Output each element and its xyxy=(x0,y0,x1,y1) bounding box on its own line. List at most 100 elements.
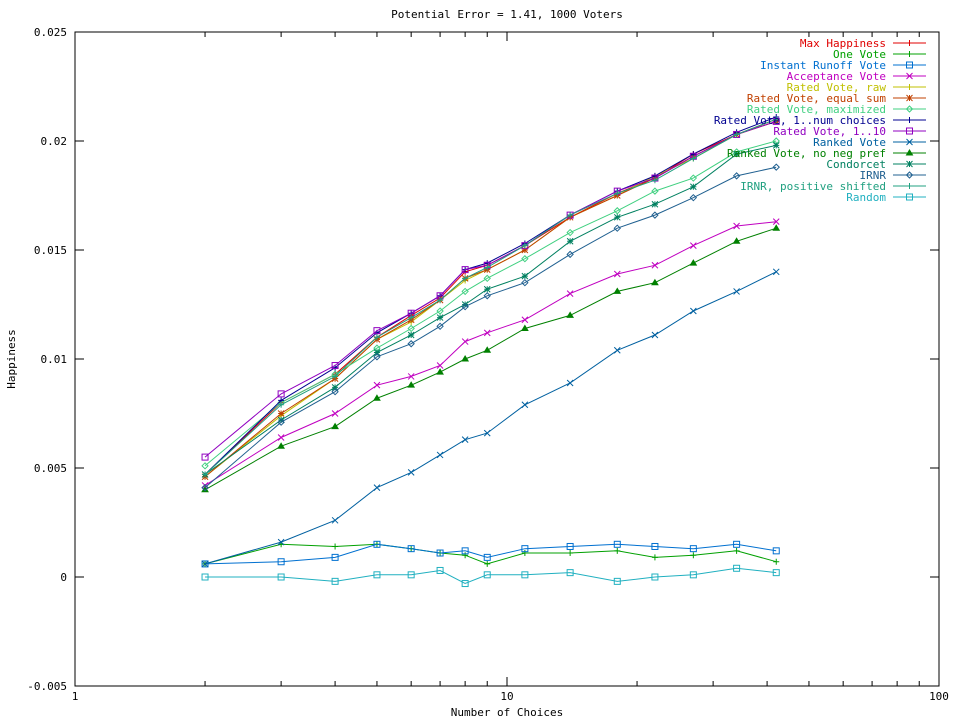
legend-entry: Ranked Vote xyxy=(813,136,926,149)
data-point xyxy=(521,246,529,254)
data-point xyxy=(407,469,415,476)
data-point xyxy=(331,362,339,370)
legend-entry: Acceptance Vote xyxy=(787,70,926,83)
data-point xyxy=(613,207,621,215)
data-point xyxy=(613,224,621,232)
y-tick-label: -0.005 xyxy=(27,680,67,693)
data-point xyxy=(521,571,529,579)
data-point xyxy=(566,379,574,387)
data-point xyxy=(651,177,658,184)
data-point xyxy=(733,131,740,138)
legend-label: IRNR, positive shifted xyxy=(740,180,886,193)
data-point xyxy=(331,553,339,561)
data-point xyxy=(436,451,444,459)
legend-marker xyxy=(906,72,913,80)
legend-label: IRNR xyxy=(860,169,887,182)
data-point xyxy=(483,285,491,293)
y-tick-label: 0.025 xyxy=(34,26,67,39)
chart-title: Potential Error = 1.41, 1000 Voters xyxy=(391,8,623,21)
y-tick-label: 0.02 xyxy=(41,135,68,148)
data-point xyxy=(733,540,741,548)
data-point xyxy=(651,261,659,269)
data-point xyxy=(521,272,529,280)
data-point xyxy=(772,569,780,577)
data-point xyxy=(461,302,469,311)
data-point xyxy=(772,547,780,555)
x-tick-label: 10 xyxy=(500,690,513,703)
data-point xyxy=(278,401,285,408)
data-point xyxy=(772,163,780,171)
data-point xyxy=(651,331,659,339)
data-point xyxy=(483,292,491,300)
data-point xyxy=(373,349,381,356)
data-point xyxy=(407,324,415,333)
data-point xyxy=(521,255,529,263)
legend-marker xyxy=(906,61,913,69)
data-point xyxy=(689,545,697,553)
legend-marker xyxy=(905,171,914,179)
data-point xyxy=(733,222,740,230)
data-point xyxy=(733,547,740,554)
data-point xyxy=(651,542,659,550)
data-point xyxy=(772,224,781,231)
data-point xyxy=(614,547,621,554)
legend-marker xyxy=(905,149,914,156)
data-point xyxy=(277,573,285,581)
data-point xyxy=(614,190,621,197)
legend-entry: Rated Vote, 1..num choices xyxy=(714,114,926,127)
data-point xyxy=(461,355,470,362)
legend-marker xyxy=(906,160,913,168)
data-point xyxy=(436,314,444,321)
legend-entry: Condorcet xyxy=(826,158,926,171)
legend-marker xyxy=(906,51,913,57)
data-point xyxy=(566,542,574,550)
data-point xyxy=(373,334,380,341)
legend-entry: One Vote xyxy=(833,48,926,61)
legend-marker xyxy=(906,94,913,102)
data-point xyxy=(772,142,780,149)
data-point xyxy=(201,560,209,568)
data-point xyxy=(689,183,697,191)
data-point xyxy=(277,538,285,546)
data-point xyxy=(651,554,658,561)
legend-label: Condorcet xyxy=(826,158,886,171)
y-tick-label: 0 xyxy=(60,571,67,584)
data-point xyxy=(331,577,339,585)
data-point xyxy=(483,429,491,437)
data-point xyxy=(566,228,574,237)
y-tick-label: 0.015 xyxy=(34,244,67,257)
data-point xyxy=(613,213,621,221)
series-line xyxy=(204,140,777,467)
data-point xyxy=(277,390,285,398)
data-point xyxy=(689,259,698,266)
data-point xyxy=(521,316,529,324)
data-point xyxy=(436,566,444,574)
data-point xyxy=(277,410,285,417)
legend-label: Rated Vote, maximized xyxy=(747,103,886,116)
data-point xyxy=(331,387,339,396)
y-tick-label: 0.01 xyxy=(41,353,68,366)
data-point xyxy=(613,540,621,548)
legend-marker xyxy=(906,183,913,189)
data-point xyxy=(407,571,415,579)
data-point xyxy=(461,338,469,345)
data-point xyxy=(566,569,574,577)
data-point xyxy=(651,211,659,219)
data-point xyxy=(521,242,528,249)
legend-marker xyxy=(906,117,913,123)
data-point xyxy=(772,268,780,276)
data-point xyxy=(773,116,780,123)
data-point xyxy=(566,290,574,297)
x-tick-label: 100 xyxy=(929,690,949,703)
legend-label: Random xyxy=(846,191,886,204)
data-point xyxy=(373,484,381,491)
legend-label: Acceptance Vote xyxy=(787,70,886,83)
data-point xyxy=(732,172,741,180)
data-point xyxy=(483,329,491,337)
data-point xyxy=(733,288,740,295)
y-tick-label: 0.005 xyxy=(34,462,67,475)
data-point xyxy=(613,577,621,585)
data-point xyxy=(373,327,381,335)
